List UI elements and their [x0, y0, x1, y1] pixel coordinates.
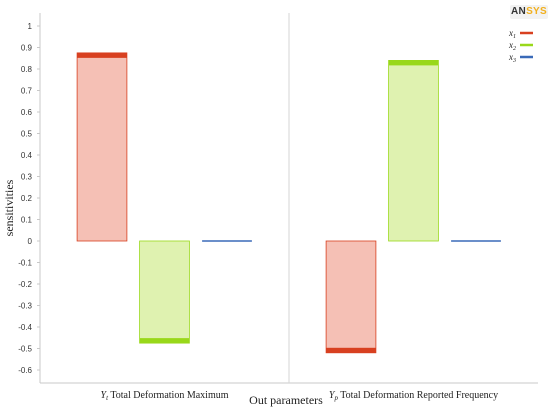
y-tick-label: 0.2 [21, 194, 33, 203]
y-tick-label: 1 [28, 22, 33, 31]
logo-text-a: AN [511, 6, 527, 17]
bar-x2 [388, 60, 439, 242]
y-tick-label: -0.2 [18, 280, 32, 289]
bar-x1 [325, 240, 377, 354]
logo-text-b: SYS [526, 6, 547, 17]
bars [76, 52, 501, 354]
y-tick-label: 0.9 [21, 44, 33, 53]
y-tick-label: 0 [28, 237, 33, 246]
y-tick-label: 0.5 [21, 130, 33, 139]
y-tick-label: 0.7 [21, 87, 33, 96]
y-axis-label: sensitivities [2, 179, 16, 236]
category-label: Yt Total Deformation Maximum [101, 390, 229, 402]
category-labels: Yt Total Deformation Maximum Yp Total Def… [101, 390, 499, 402]
legend-label-x2: x2 [508, 40, 516, 52]
axes [37, 13, 538, 384]
bar-x1 [76, 52, 128, 242]
y-tick-label: -0.5 [18, 345, 32, 354]
category-label: Yp Total Deformation Reported Frequency [329, 390, 498, 402]
bar-cap-x2 [388, 60, 439, 66]
y-tick-label: 0.8 [21, 65, 33, 74]
bar-x2 [139, 240, 190, 344]
y-tick-label: 0.1 [21, 216, 33, 225]
legend-label-x3: x3 [508, 52, 516, 64]
y-tick-labels: 1 0.9 0.8 0.7 0.6 0.5 0.4 0.3 0.2 0.1 0 -0.1 -0.2 -0.… [18, 22, 32, 375]
y-tick-label: 0.4 [21, 151, 33, 160]
bar-cap-x2 [139, 338, 190, 344]
ansys-logo: ANSYS [510, 5, 548, 19]
bar-cap-x1 [77, 52, 127, 58]
x-axis-label: Out parameters [249, 393, 323, 407]
y-tick-label: -0.3 [18, 302, 32, 311]
y-tick-label: 0.6 [21, 108, 33, 117]
y-tick-label: -0.1 [18, 259, 32, 268]
y-tick-label: -0.6 [18, 366, 32, 375]
y-tick-label: -0.4 [18, 323, 32, 332]
bar-cap-x1 [326, 347, 376, 353]
legend-label-x1: x1 [508, 28, 516, 40]
y-tick-label: 0.3 [21, 173, 33, 182]
